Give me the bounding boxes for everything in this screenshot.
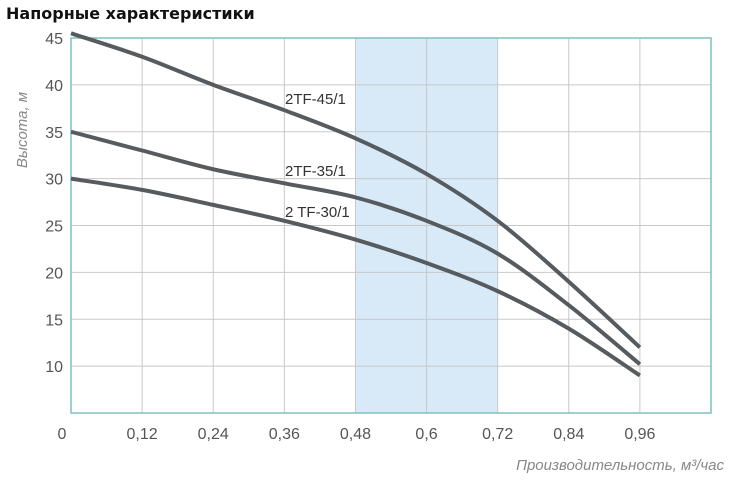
chart-title: Напорные характеристики [6, 4, 255, 23]
x-tick-label: 0,36 [269, 426, 300, 443]
series-label: 2 TF-30/1 [285, 204, 350, 221]
x-tick-label: 0,84 [553, 426, 584, 443]
x-tick-label: 0,72 [482, 426, 513, 443]
y-tick-label: 15 [45, 312, 63, 329]
plot-frame [70, 37, 712, 414]
series-line [70, 31, 642, 349]
y-tick-label: 30 [45, 172, 63, 189]
series-label: 2TF-45/1 [285, 91, 346, 108]
series-label: 2TF-35/1 [285, 163, 346, 180]
series-line [70, 129, 642, 366]
y-tick-label: 35 [45, 125, 63, 142]
x-tick-label: 0,6 [415, 426, 437, 443]
series-line [70, 176, 641, 378]
y-tick-label: 45 [45, 31, 63, 48]
y-tick-label: 20 [45, 265, 63, 282]
x-tick-label: 0,96 [624, 426, 655, 443]
x-tick-label: 0,24 [198, 426, 229, 443]
x-tick-label: 0,12 [127, 426, 158, 443]
x-tick-label: 0 [58, 426, 67, 443]
y-tick-label: 10 [45, 359, 63, 376]
y-axis-label: Высота, м [14, 92, 31, 168]
y-tick-label: 25 [45, 219, 63, 236]
x-tick-label: 0,48 [340, 426, 371, 443]
x-axis-label: Производительность, м³/час [516, 457, 724, 474]
y-tick-label: 40 [45, 78, 63, 95]
